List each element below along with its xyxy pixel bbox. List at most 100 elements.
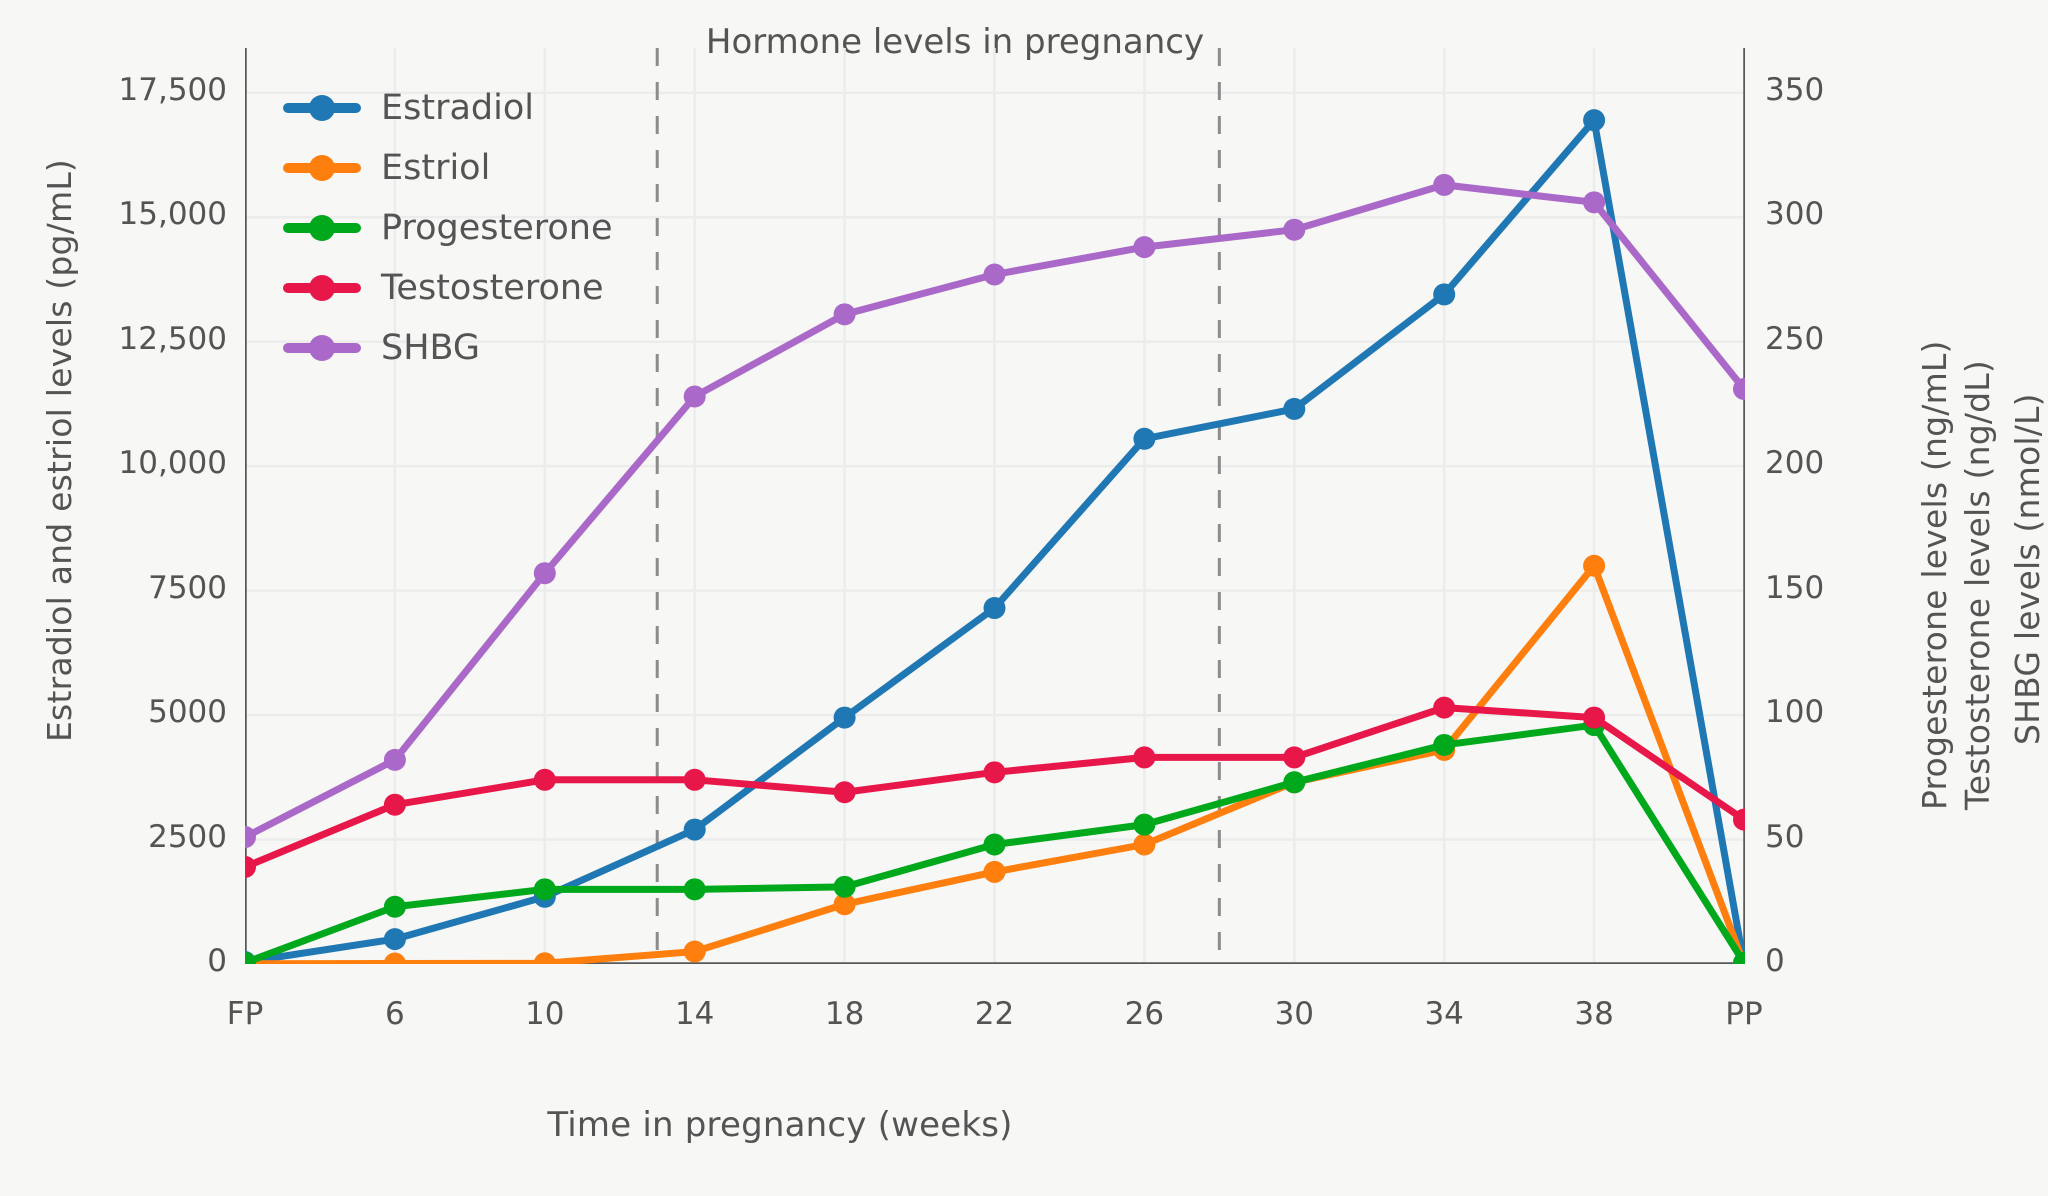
data-point-testosterone	[1133, 746, 1156, 769]
legend-item-estriol[interactable]: Estriol	[283, 138, 613, 198]
legend-swatch-icon	[283, 215, 361, 241]
y-axis-right-title-progesterone: Progesterone levels (ng/mL)	[1915, 340, 1954, 810]
y-tick-label-left: 12,500	[118, 320, 227, 357]
x-tick-label: 22	[974, 996, 1015, 1032]
legend-marker-icon	[309, 335, 335, 361]
data-point-progesterone	[1433, 733, 1456, 756]
data-point-shbg	[1583, 191, 1606, 214]
chart-legend: Estradiol Estriol Progesterone Testosterone…	[283, 78, 613, 378]
x-tick-label: 38	[1574, 996, 1614, 1032]
x-tick-label: 18	[824, 996, 865, 1032]
y-tick-label-left: 10,000	[118, 445, 227, 482]
data-point-testosterone	[383, 793, 406, 816]
data-point-testosterone	[245, 855, 256, 878]
y-tick-label-right: 0	[1765, 943, 1785, 979]
x-tick-label: 6	[385, 996, 405, 1032]
y-tick-label-right: 350	[1765, 71, 1825, 108]
data-point-estriol	[833, 893, 856, 916]
y-axis-right-title-shbg: SHBG levels (nmol/L)	[2008, 393, 2047, 745]
legend-item-label: Estradiol	[381, 88, 534, 128]
y-tick-label-right: 300	[1765, 196, 1825, 233]
data-point-estriol	[533, 952, 556, 964]
data-point-estradiol	[1133, 427, 1156, 450]
x-tick-label: FP	[226, 996, 264, 1032]
data-point-estriol	[683, 940, 706, 963]
y-tick-label-right: 200	[1765, 445, 1825, 482]
y-axis-left-title: Estradiol and estriol levels (pg/mL)	[40, 159, 79, 742]
y-tick-label-right: 150	[1765, 569, 1825, 606]
data-point-estradiol	[383, 928, 406, 951]
data-point-testosterone	[533, 768, 556, 791]
legend-item-label: Testosterone	[381, 268, 604, 308]
legend-item-label: SHBG	[381, 328, 481, 368]
data-point-progesterone	[533, 878, 556, 901]
data-point-shbg	[833, 303, 856, 326]
data-point-shbg	[1733, 378, 1745, 401]
x-tick-label: 34	[1424, 996, 1464, 1032]
legend-marker-icon	[309, 95, 335, 121]
data-point-testosterone	[1583, 706, 1606, 729]
data-point-progesterone	[683, 878, 706, 901]
y-tick-label-left: 7500	[148, 569, 227, 606]
x-tick-label: 14	[674, 996, 715, 1032]
data-point-testosterone	[1733, 808, 1745, 831]
y-tick-label-left: 5000	[148, 694, 227, 731]
x-tick-label: 10	[525, 996, 565, 1032]
data-point-estriol	[1583, 554, 1606, 577]
data-point-progesterone	[1733, 951, 1745, 964]
data-point-shbg	[245, 826, 256, 849]
y-tick-label-left: 17,500	[118, 71, 227, 108]
legend-swatch-icon	[283, 275, 361, 301]
y-tick-label-right: 100	[1765, 694, 1825, 731]
legend-item-label: Progesterone	[381, 208, 613, 248]
data-point-estradiol	[1433, 283, 1456, 306]
legend-swatch-icon	[283, 95, 361, 121]
legend-item-label: Estriol	[381, 148, 491, 188]
legend-item-estradiol[interactable]: Estradiol	[283, 78, 613, 138]
data-point-shbg	[1133, 236, 1156, 259]
data-point-estradiol	[833, 706, 856, 729]
data-point-estradiol	[1583, 109, 1606, 132]
data-point-progesterone	[1283, 771, 1306, 794]
y-tick-label-left: 15,000	[118, 196, 227, 233]
data-point-estriol	[383, 952, 406, 964]
y-tick-label-left: 0	[207, 943, 227, 979]
data-point-estriol	[983, 860, 1006, 883]
y-tick-label-left: 2500	[148, 818, 227, 855]
x-tick-label: 30	[1274, 996, 1315, 1032]
x-axis-title: Time in pregnancy (weeks)	[547, 1105, 1013, 1145]
data-point-progesterone	[983, 833, 1006, 856]
data-point-shbg	[1433, 173, 1456, 196]
data-point-shbg	[683, 385, 706, 408]
data-point-estradiol	[1283, 397, 1306, 420]
legend-item-progesterone[interactable]: Progesterone	[283, 198, 613, 258]
data-point-testosterone	[833, 781, 856, 804]
data-point-testosterone	[1433, 696, 1456, 719]
legend-item-testosterone[interactable]: Testosterone	[283, 258, 613, 318]
data-point-shbg	[383, 748, 406, 771]
data-point-progesterone	[245, 951, 256, 964]
data-point-testosterone	[683, 768, 706, 791]
legend-swatch-icon	[283, 155, 361, 181]
data-point-estradiol	[683, 818, 706, 841]
data-point-shbg	[1283, 218, 1306, 241]
y-axis-right-title-testosterone: Testosterone levels (ng/dL)	[1958, 360, 1997, 810]
plot-area	[245, 48, 1745, 964]
x-tick-label: 26	[1124, 996, 1165, 1032]
legend-swatch-icon	[283, 335, 361, 361]
legend-item-shbg[interactable]: SHBG	[283, 318, 613, 378]
legend-marker-icon	[309, 215, 335, 241]
data-point-shbg	[533, 562, 556, 585]
legend-marker-icon	[309, 155, 335, 181]
data-point-progesterone	[383, 895, 406, 918]
data-point-testosterone	[983, 761, 1006, 784]
data-point-testosterone	[1283, 746, 1306, 769]
y-tick-label-right: 50	[1765, 818, 1805, 855]
chart-title: Hormone levels in pregnancy	[705, 22, 1205, 62]
data-point-estradiol	[983, 597, 1006, 620]
data-point-progesterone	[1133, 813, 1156, 836]
data-point-estriol	[1133, 833, 1156, 856]
plot-svg	[245, 48, 1745, 964]
data-point-shbg	[983, 263, 1006, 286]
